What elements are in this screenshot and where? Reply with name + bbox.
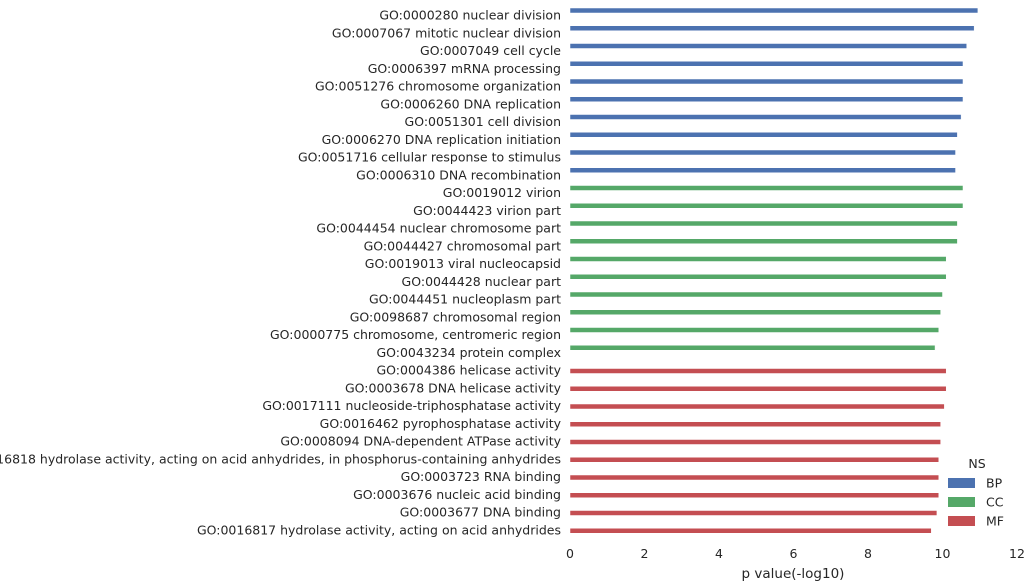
term-label: GO:0016818 hydrolase activity, acting on… — [0, 451, 561, 466]
bar — [569, 345, 936, 351]
bar — [569, 291, 943, 298]
bar — [569, 492, 940, 498]
bar — [569, 368, 947, 374]
bar — [569, 7, 979, 14]
term-label: GO:0003723 RNA binding — [401, 469, 561, 484]
bar — [569, 203, 964, 209]
term-label: GO:0044423 virion part — [413, 203, 561, 218]
bar — [569, 96, 964, 102]
bar — [569, 386, 947, 392]
term-label: GO:0051301 cell division — [405, 114, 561, 129]
bar — [569, 25, 975, 31]
bar — [569, 510, 938, 516]
bar — [569, 421, 941, 427]
x-tick-label: 4 — [715, 546, 723, 561]
legend-swatch — [948, 516, 975, 526]
term-label: GO:0003676 nucleic acid binding — [353, 487, 561, 502]
term-label: GO:0019013 viral nucleocapsid — [365, 256, 561, 271]
bar — [569, 43, 967, 49]
bar — [569, 238, 958, 244]
bar — [569, 439, 941, 445]
term-label: GO:0007067 mitotic nuclear division — [332, 25, 561, 40]
term-label: GO:0098687 chromosomal region — [350, 309, 561, 324]
legend-swatch — [948, 497, 975, 507]
bar — [569, 114, 962, 120]
term-label: GO:0044451 nucleoplasm part — [369, 292, 561, 307]
term-label: GO:0044428 nuclear part — [402, 274, 562, 289]
x-axis-title: p value(-log10) — [742, 566, 845, 582]
x-tick-label: 0 — [566, 546, 574, 561]
x-tick-label: 6 — [790, 546, 798, 561]
bar — [569, 256, 947, 262]
term-label: GO:0000775 chromosome, centromeric regio… — [270, 327, 561, 342]
bar — [569, 78, 964, 85]
term-labels: GO:0000280 nuclear division GO:0007067 mi… — [0, 8, 562, 538]
legend-label: MF — [986, 514, 1004, 529]
bar — [569, 61, 964, 67]
term-label: GO:0016462 pyrophosphatase activity — [320, 416, 562, 431]
bar — [569, 309, 941, 315]
bar — [569, 403, 945, 410]
bars — [569, 7, 979, 534]
bar — [569, 185, 964, 191]
term-label: GO:0003678 DNA helicase activity — [345, 380, 562, 395]
bar — [569, 327, 940, 333]
bar — [569, 167, 956, 173]
term-label: GO:0006270 DNA replication initiation — [322, 132, 561, 147]
term-label: GO:0000280 nuclear division — [379, 8, 561, 23]
legend-title: NS — [968, 456, 985, 471]
legend-label: BP — [986, 476, 1003, 491]
bar — [569, 274, 947, 280]
bar — [569, 457, 940, 463]
term-label: GO:0006397 mRNA processing — [368, 61, 561, 76]
x-tick-label: 8 — [864, 546, 872, 561]
legend-label: CC — [986, 495, 1004, 510]
term-label: GO:0008094 DNA-dependent ATPase activity — [280, 434, 561, 449]
term-label: GO:0006260 DNA replication — [380, 96, 561, 111]
x-axis-ticks: 0 2 4 6 8 10 12 — [566, 546, 1025, 561]
bar — [569, 149, 956, 156]
term-label: GO:0043234 protein complex — [376, 345, 561, 360]
bar — [569, 528, 932, 534]
term-label: GO:0007049 cell cycle — [420, 43, 561, 58]
legend-items: BP CC MF — [948, 476, 1004, 529]
term-label: GO:0044427 chromosomal part — [364, 238, 561, 253]
bar — [569, 220, 958, 227]
term-label: GO:0044454 nuclear chromosome part — [316, 221, 561, 236]
term-label: GO:0019012 virion — [443, 185, 561, 200]
x-tick-label: 10 — [935, 546, 951, 561]
x-tick-label: 12 — [1009, 546, 1025, 561]
term-label: GO:0003677 DNA binding — [400, 505, 561, 520]
x-tick-label: 2 — [641, 546, 649, 561]
term-label: GO:0017111 nucleoside-triphosphatase act… — [262, 398, 561, 413]
legend-swatch — [948, 478, 975, 488]
bar — [569, 474, 940, 481]
legend: NS BP CC MF — [948, 456, 1004, 529]
term-label: GO:0051276 chromosome organization — [315, 79, 561, 94]
term-label: GO:0016817 hydrolase activity, acting on… — [197, 522, 561, 537]
term-label: GO:0051716 cellular response to stimulus — [298, 150, 561, 165]
term-label: GO:0004386 helicase activity — [376, 363, 561, 378]
term-label: GO:0006310 DNA recombination — [356, 167, 561, 182]
bar — [569, 132, 958, 138]
